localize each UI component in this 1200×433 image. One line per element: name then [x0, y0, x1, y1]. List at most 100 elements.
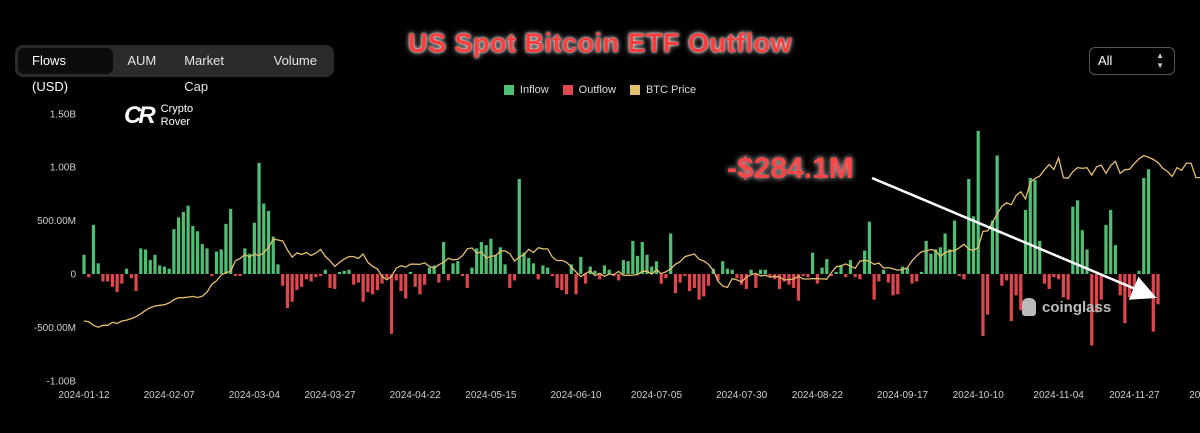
inflow-bar [546, 267, 550, 274]
inflow-bar [91, 224, 96, 274]
outflow-bar [877, 274, 881, 282]
outflow-bar [423, 274, 427, 285]
y-tick-label: 1.50B [50, 109, 76, 120]
outflow-bar [1094, 274, 1099, 313]
range-select[interactable]: All ▲ ▼ [1089, 47, 1175, 75]
outflow-bar [1151, 274, 1155, 332]
tab-market-cap[interactable]: Market Cap [184, 53, 224, 94]
inflow-bar [593, 270, 597, 274]
inflow-bar [905, 267, 909, 274]
inflow-bar [517, 178, 521, 274]
outflow-bar [1099, 274, 1103, 300]
outflow-bar [106, 274, 110, 282]
inflow-bar [1142, 177, 1146, 274]
inflow-bar [640, 241, 644, 274]
outflow-bar [844, 274, 848, 278]
inflow-bar [200, 244, 204, 274]
outflow-bar [1042, 274, 1047, 284]
inflow-bar [971, 216, 976, 274]
outflow-bar [120, 274, 124, 284]
outflow-bar [891, 274, 895, 296]
inflow-bar [976, 130, 980, 274]
inflow-bar [1028, 177, 1032, 274]
outflow-bar [692, 274, 696, 288]
inflow-bar [631, 240, 635, 274]
outflow-bar [574, 274, 578, 295]
outflow-bar [375, 274, 379, 291]
outflow-bar [981, 274, 985, 336]
outflow-bar [129, 274, 133, 279]
outflow-bar [886, 274, 890, 283]
inflow-bar [494, 254, 498, 274]
inflow-bar [1071, 206, 1075, 274]
inflow-bar [323, 269, 327, 274]
inflow-bar [763, 269, 767, 274]
logo-mark-icon: CR [124, 102, 156, 129]
outflow-bar [915, 274, 919, 282]
inflow-bar [527, 257, 531, 274]
inflow-bar [1104, 224, 1108, 274]
outflow-bar [115, 274, 119, 293]
inflow-bar [243, 248, 247, 274]
outflow-bar [560, 274, 564, 291]
inflow-bar [721, 261, 725, 274]
outflow-bar [617, 274, 621, 281]
inflow-bar [934, 249, 938, 274]
outflow-bar [87, 274, 91, 278]
outflow-bar [986, 274, 990, 315]
tab-volume[interactable]: Volume [273, 53, 317, 68]
outflow-bar [697, 274, 701, 300]
inflow-bar [626, 261, 630, 274]
range-select-value: All [1098, 53, 1113, 68]
inflow-bar [834, 271, 838, 274]
legend-outflow[interactable]: Outflow [562, 84, 616, 96]
outflow-bar [399, 274, 403, 292]
inflow-bar [503, 264, 507, 274]
outflow-bar [664, 274, 668, 279]
x-tick-label: 2024-07-05 [631, 390, 683, 401]
inflow-bar [867, 221, 872, 274]
inflow-bar [498, 247, 502, 274]
inflow-bar [1075, 200, 1080, 274]
inflow-bar [825, 259, 829, 274]
outflow-bar [1090, 274, 1094, 346]
inflow-bar [195, 231, 200, 274]
tab-flows[interactable]: Flows (USD) [18, 48, 114, 94]
x-tick-label: 2024-03-04 [229, 390, 281, 401]
outflow-bar [957, 274, 961, 277]
inflow-bar [224, 223, 228, 274]
x-tick-label: 2024-02-07 [144, 390, 196, 401]
inflow-bar [337, 271, 342, 274]
outflow-bar [564, 274, 569, 295]
outflow-bar [1004, 274, 1009, 281]
inflow-bar [938, 247, 942, 274]
outflow-bar [910, 274, 914, 284]
outflow-bar [318, 274, 323, 277]
inflow-bar [848, 260, 853, 274]
outflow-bar [1052, 274, 1056, 278]
y-tick-label: -1.00B [47, 376, 77, 387]
outflow-bar [801, 274, 805, 277]
x-tick-label: 2024-11-27 [1109, 390, 1160, 401]
x-tick-label: 2024-12-23 [1189, 390, 1200, 401]
legend-inflow[interactable]: Inflow [503, 84, 549, 96]
legend-outflow-label: Outflow [578, 84, 616, 96]
inflow-bar [271, 236, 275, 274]
inflow-bar [943, 233, 947, 274]
inflow-bar [153, 254, 157, 274]
inflow-bar [1146, 169, 1151, 274]
outflow-bar [370, 274, 375, 295]
inflow-bar [266, 210, 271, 274]
inflow-bar [451, 263, 455, 274]
inflow-bar [219, 249, 223, 274]
inflow-bar [139, 248, 143, 274]
inflow-bar [654, 261, 659, 274]
outflow-bar [1047, 274, 1051, 289]
legend-btc-price[interactable]: BTC Price [629, 84, 696, 96]
tab-aum[interactable]: AUM [127, 53, 157, 68]
outflow-bar [385, 274, 389, 279]
inflow-bar [181, 212, 185, 274]
outflow-bar [101, 274, 105, 282]
inflow-bar [82, 254, 86, 274]
